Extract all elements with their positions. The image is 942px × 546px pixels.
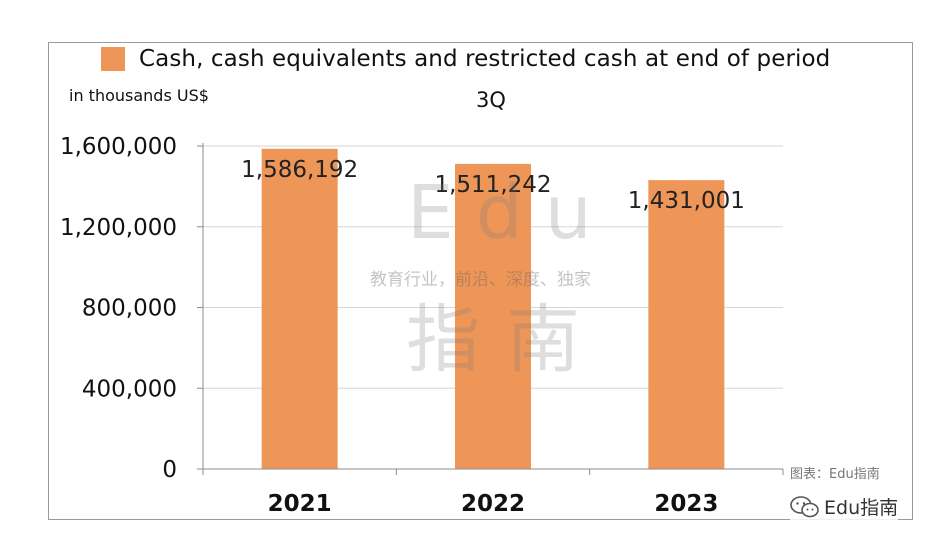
unit-label: in thousands US$ [69, 86, 209, 105]
y-tick-label: 0 [162, 457, 177, 483]
y-tick-label: 800,000 [82, 296, 177, 322]
data-label-2023: 1,431,001 [628, 188, 745, 214]
source-note: 图表：Edu指南 [790, 464, 880, 486]
y-tick-label: 1,200,000 [60, 215, 177, 241]
bar-2021 [261, 148, 338, 470]
y-tick-label: 1,600,000 [60, 134, 177, 160]
x-tick-label-2022: 2022 [461, 491, 525, 517]
wechat-label: Edu指南 [824, 497, 899, 519]
wechat-icon [790, 495, 819, 517]
bar-2023 [648, 180, 725, 469]
wechat-tag: Edu指南 [790, 493, 899, 520]
bar-2022 [455, 163, 531, 469]
y-tick-label: 400,000 [82, 376, 177, 402]
source-credit: 图表：Edu指南 [790, 467, 880, 482]
bars [261, 148, 725, 470]
x-tick-label-2021: 2021 [268, 491, 332, 517]
axes [197, 143, 784, 475]
legend: Cash, cash equivalents and restricted ca… [101, 44, 830, 74]
legend-swatch [101, 47, 125, 71]
labels: 0 400,000 800,000 1,200,000 1,600,000 1,586,1… [60, 134, 745, 517]
x-tick-label-2023: 2023 [654, 491, 718, 517]
data-label-2022: 1,511,242 [434, 172, 551, 198]
data-label-2021: 1,586,192 [241, 157, 358, 183]
legend-label: Cash, cash equivalents and restricted ca… [139, 46, 831, 72]
chart-subtitle: 3Q [476, 88, 506, 112]
